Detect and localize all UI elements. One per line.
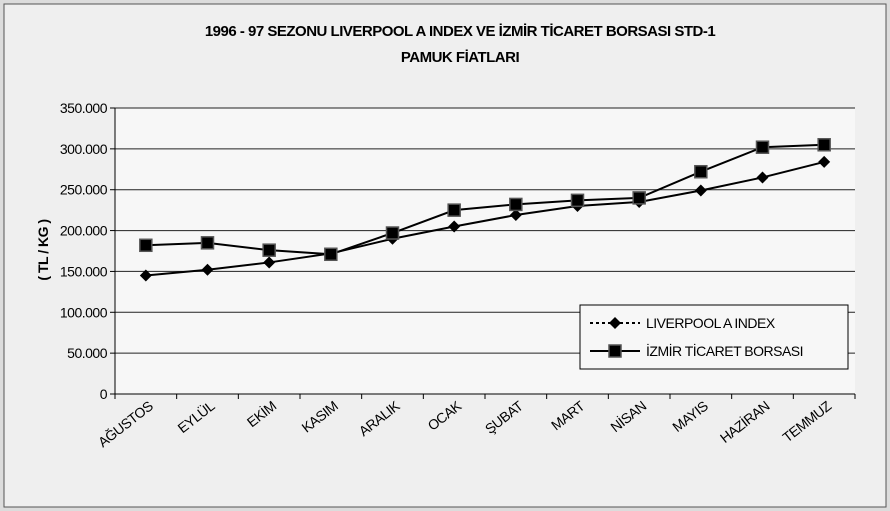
diamond-marker [818,155,831,168]
chart-title: PAMUK FİATLARI [401,49,520,66]
chart-title: 1996 - 97 SEZONU LIVERPOOL A INDEX VE İZ… [205,23,716,40]
series-line [145,143,825,256]
square-marker [509,197,523,212]
diamond-marker [263,256,276,269]
square-marker [694,164,708,179]
y-axis-label: ( TL / KG ) [35,219,51,280]
y-tick-label: 200.000 [60,223,108,239]
diamond-marker [448,220,461,233]
legend-box [579,304,849,370]
legend-label: İZMİR TİCARET BORSASI [646,342,803,359]
y-tick-label: 100.000 [60,304,108,320]
square-marker [632,191,646,205]
y-tick-label: 0 [100,386,108,402]
y-tick-label: 50.000 [67,345,108,361]
diamond-marker [756,171,769,184]
diamond-marker [609,317,621,329]
legend-label: LIVERPOOL A INDEX [646,315,776,331]
square-marker [817,138,831,152]
y-tick-label: 250.000 [60,182,108,198]
square-marker [324,247,338,262]
square-marker [570,193,585,208]
y-tick-label: 350.000 [60,100,108,116]
y-tick-label: 300.000 [60,141,108,157]
square-marker [608,344,622,358]
square-marker [755,140,770,154]
series-line [145,160,825,277]
diamond-marker [201,263,214,276]
square-marker [200,236,215,250]
y-tick-label: 150.000 [60,263,108,279]
square-marker [447,203,461,217]
diamond-marker [694,184,707,197]
square-marker [262,243,276,257]
square-marker [385,226,400,240]
diamond-marker [509,209,522,222]
square-marker [139,238,153,253]
diamond-marker [139,269,152,282]
